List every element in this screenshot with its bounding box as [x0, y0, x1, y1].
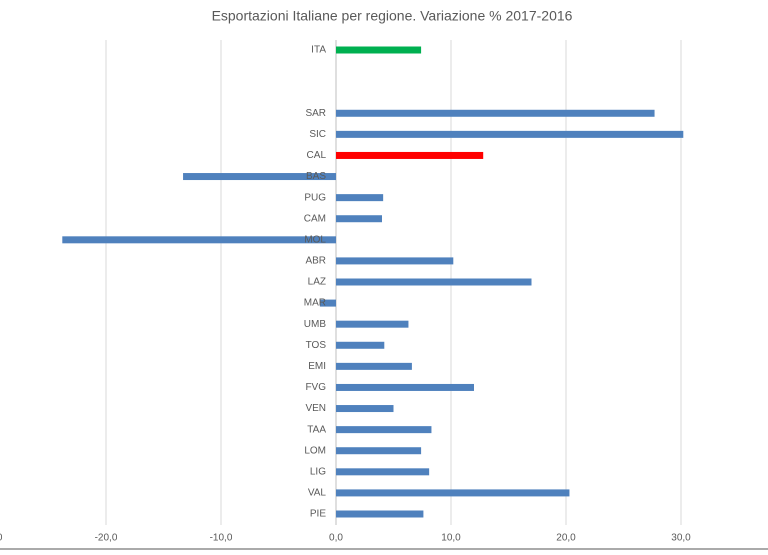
bar — [336, 405, 394, 413]
bar — [336, 151, 484, 159]
bar — [319, 299, 336, 307]
bar — [336, 215, 382, 223]
x-tick-label: 30,0 — [671, 533, 691, 544]
bar — [183, 173, 336, 181]
y-tick-label: MOL — [304, 234, 326, 245]
y-tick-label: UMB — [304, 319, 327, 330]
y-tick-label: MAR — [304, 298, 326, 309]
bar — [336, 468, 430, 476]
y-tick-label: VAL — [308, 488, 327, 499]
bar — [336, 362, 412, 370]
bar — [336, 130, 684, 138]
chart-title: Esportazioni Italiane per regione. Varia… — [212, 8, 573, 24]
x-tick-label: 20,0 — [556, 533, 576, 544]
bar — [336, 341, 385, 349]
bar — [336, 320, 409, 328]
bar — [336, 447, 422, 455]
bar — [62, 236, 337, 244]
y-tick-label: LAZ — [308, 277, 326, 288]
bar — [336, 257, 454, 265]
y-tick-label: TAA — [307, 424, 326, 435]
bar — [336, 383, 474, 391]
bar — [336, 278, 532, 286]
bar — [336, 510, 424, 518]
y-tick-label: ITA — [311, 45, 326, 56]
y-tick-label: PUG — [304, 192, 326, 203]
y-tick-label: SIC — [309, 129, 326, 140]
x-tick-label: -10,0 — [210, 533, 233, 544]
y-tick-label: ABR — [305, 256, 326, 267]
y-tick-label: EMI — [308, 361, 326, 372]
y-tick-label: LOM — [304, 445, 326, 456]
bar — [336, 426, 432, 434]
bar — [336, 489, 570, 497]
y-tick-label: BAS — [306, 171, 326, 182]
bar — [336, 109, 655, 117]
bar — [336, 46, 422, 54]
bar — [336, 194, 384, 202]
y-tick-label: VEN — [305, 403, 326, 414]
y-tick-label: LIG — [310, 466, 326, 477]
y-tick-label: TOS — [306, 340, 327, 351]
x-tick-label: -30,0 — [0, 533, 3, 544]
y-tick-label: CAM — [304, 213, 326, 224]
x-tick-label: 10,0 — [441, 533, 461, 544]
y-tick-label: SAR — [305, 108, 326, 119]
x-tick-label: 0,0 — [329, 533, 343, 544]
y-tick-label: PIE — [310, 509, 326, 520]
x-tick-label: -20,0 — [95, 533, 118, 544]
y-tick-label: FVG — [305, 382, 326, 393]
y-tick-label: CAL — [307, 150, 327, 161]
